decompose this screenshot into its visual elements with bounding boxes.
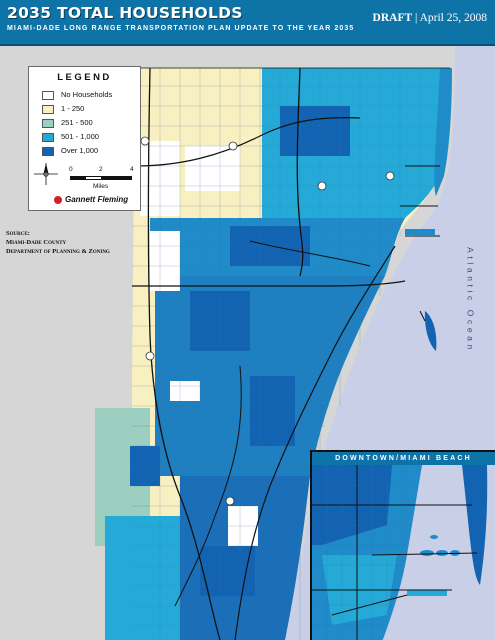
highway-shield-2 [228, 141, 238, 151]
grid-vertical-lines [159, 68, 441, 640]
legend-swatch [42, 147, 54, 156]
legend-label: 251 - 500 [61, 118, 93, 127]
legend-box: LEGEND No Households 1 - 250 251 - 500 5… [28, 66, 141, 211]
draft-date: April 25, 2008 [419, 12, 487, 24]
us-1 [234, 245, 396, 640]
draft-stamp: DRAFT | April 25, 2008 [373, 12, 487, 24]
causeways [400, 165, 440, 322]
draft-separator: | [415, 12, 418, 24]
source-heading: Source: [6, 230, 30, 237]
inset-zone-grid [312, 465, 412, 640]
source-note: Source: Miami-Dade County Department of … [6, 229, 110, 256]
zone-empty-3 [150, 231, 180, 291]
legend-label: No Households [61, 90, 113, 99]
barrier-islands [405, 68, 452, 351]
inset-title: DOWNTOWN/MIAMI BEACH [312, 452, 495, 465]
legend-swatch [42, 119, 54, 128]
map-header: 2035 TOTAL HOUSEHOLDS MIAMI-DADE LONG RA… [0, 0, 495, 46]
legend-title: LEGEND [57, 72, 112, 83]
scale-tick-4: 4 [130, 166, 134, 173]
palmetto-expressway [134, 117, 361, 167]
inset-port-island [407, 590, 447, 596]
legend-swatch [42, 105, 54, 114]
legend-swatch [42, 91, 54, 100]
scale-bar [70, 176, 132, 180]
highway-shield-6 [385, 171, 395, 181]
key-biscayne [424, 311, 437, 351]
zone-empty-2 [185, 146, 240, 191]
zone-grid [132, 68, 450, 640]
zone-west-green [95, 408, 150, 546]
airport-expressway [249, 240, 371, 267]
i-95 [296, 67, 304, 277]
logo-mark-icon [54, 196, 62, 204]
legend-swatch [42, 133, 54, 142]
legend-label: 1 - 250 [61, 104, 85, 113]
draft-label: DRAFT [372, 12, 413, 24]
road-network [132, 67, 450, 640]
zone-southwest-blue [105, 516, 180, 640]
highway-shield-5 [225, 496, 235, 506]
zone-dark-block-4 [250, 376, 295, 446]
map-title: 2035 TOTAL HOUSEHOLDS [7, 4, 243, 22]
source-line-2: Department of Planning & Zoning [6, 248, 110, 255]
dodge-island [405, 229, 435, 235]
zone-dark-block-1 [280, 106, 350, 156]
inset-map[interactable]: DOWNTOWN/MIAMI BEACH [310, 450, 495, 640]
scale-tick-2: 2 [99, 166, 103, 173]
zone-empty-5 [170, 381, 200, 401]
scale-unit: Miles [93, 183, 109, 190]
highway-shield-1 [140, 136, 150, 146]
legend-label: Over 1,000 [61, 146, 99, 155]
legend-label: 501 - 1,000 [61, 132, 99, 141]
logo-text: Gannett Fleming [65, 195, 129, 204]
scale-tick-0: 0 [69, 166, 73, 173]
miami-beach [434, 68, 452, 196]
turnpike [147, 67, 221, 640]
map-subtitle: MIAMI-DADE LONG RANGE TRANSPORTATION PLA… [7, 25, 355, 32]
dolphin-expressway [132, 280, 406, 287]
don-shula-expressway [174, 365, 242, 607]
inset-beach [462, 465, 488, 585]
zone-northeast [262, 68, 451, 218]
ocean-label-text: Atlantic Ocean [465, 247, 476, 353]
ocean-label: Atlantic Ocean [463, 240, 477, 360]
zone-light-yellow-1 [178, 68, 202, 138]
inset-map-graphic [312, 465, 495, 640]
inset-roads [312, 465, 478, 640]
north-arrow-icon [34, 163, 58, 185]
household-map[interactable] [0, 46, 495, 640]
highway-shield-3 [317, 181, 327, 191]
source-line-1: Miami-Dade County [6, 239, 67, 246]
highway-shield-4 [145, 351, 155, 361]
